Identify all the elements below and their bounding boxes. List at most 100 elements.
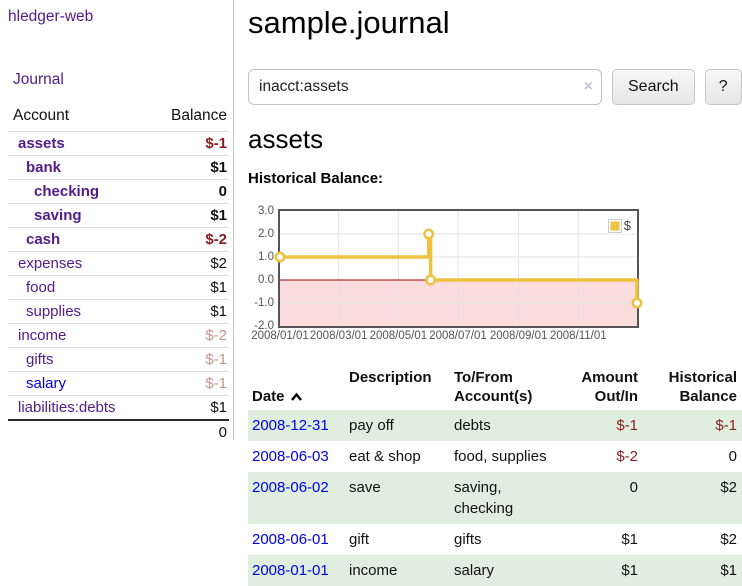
sidebar-divider (233, 0, 234, 440)
x-axis-tick-label: 2008/05/01 (369, 330, 428, 342)
register-date-cell: 2008-01-01 (248, 555, 345, 586)
account-name-cell: bank (8, 155, 152, 180)
sort-ascending-icon (290, 388, 303, 407)
page-title: sample.journal (248, 5, 450, 40)
transaction-balance: $2 (720, 479, 737, 496)
sidebar: hledger-web Journal Account Balance asse… (0, 0, 233, 444)
main-content: sample.journal × Search ? assets Histori… (248, 0, 742, 586)
account-balance: $-1 (151, 347, 229, 372)
sidebar-account-link[interactable]: bank (26, 159, 62, 176)
balance-chart-svg (274, 211, 643, 326)
clear-search-icon[interactable]: × (583, 78, 593, 95)
transaction-date-link[interactable]: 2008-06-03 (252, 448, 329, 465)
account-name-cell: assets (8, 131, 152, 156)
chart-x-labels: 2008/01/01 2008/03/01 2008/05/01 2008/07/01… (251, 330, 637, 346)
sidebar-account-link[interactable]: food (26, 279, 56, 296)
account-row: salary $-1 (8, 371, 229, 396)
account-name-cell: food (8, 275, 152, 300)
y-axis-tick-label: 3.0 (258, 205, 274, 217)
sidebar-account-link[interactable]: income (18, 327, 67, 344)
account-balance: $-2 (151, 227, 229, 252)
x-axis-tick-label: 2008/01/01 (251, 330, 309, 342)
register-date-cell: 2008-06-01 (248, 524, 345, 555)
y-axis-tick-label: 2.0 (258, 228, 274, 240)
x-axis-tick-label: 2008/09/01 (489, 330, 548, 342)
search-bar: × Search ? (248, 69, 742, 105)
sidebar-account-link[interactable]: liabilities:debts (18, 399, 116, 416)
transaction-date-link[interactable]: 2008-06-02 (252, 479, 329, 496)
sidebar-account-link[interactable]: supplies (26, 303, 82, 320)
accounts-total-value: 0 (151, 419, 229, 444)
register-row: 2008-12-31 pay off debts $-1 $-1 (248, 410, 742, 441)
search-button[interactable]: Search (612, 69, 695, 105)
sidebar-account-link[interactable]: assets (18, 135, 65, 152)
register-header-balance: Historical Balance (668, 369, 737, 405)
transaction-description: gift (349, 531, 370, 548)
sidebar-account-link[interactable]: cash (26, 231, 61, 248)
account-row: bank $1 (8, 155, 229, 180)
account-name-cell: income (8, 323, 152, 348)
account-name-cell: checking (8, 179, 152, 204)
accounts-table-body: assets $-1 bank $1 checking 0 saving $1 cash $-2 e… (8, 131, 229, 420)
register-header-date[interactable]: Date (248, 364, 345, 410)
y-axis-tick-label: -2.0 (254, 320, 274, 332)
account-row: liabilities:debts $1 (8, 395, 229, 420)
x-axis-tick-label: 2008/03/01 (309, 330, 368, 342)
account-name-cell: supplies (8, 299, 152, 324)
register-header-row: Date Description To/From Account(s) Amou… (248, 364, 742, 410)
account-balance: $-2 (151, 323, 229, 348)
account-row: saving $1 (8, 203, 229, 228)
sidebar-account-link[interactable]: expenses (18, 255, 83, 272)
transaction-accounts: debts (454, 417, 491, 434)
register-date-cell: 2008-06-03 (248, 441, 345, 472)
transaction-balance: $1 (720, 562, 737, 579)
sidebar-account-link[interactable]: checking (34, 183, 100, 200)
transaction-amount: $-2 (616, 448, 638, 465)
app-brand-link[interactable]: hledger-web (8, 8, 94, 25)
account-heading: assets (248, 124, 324, 154)
transaction-date-link[interactable]: 2008-01-01 (252, 562, 329, 579)
transaction-description: pay off (349, 417, 394, 434)
account-row: supplies $1 (8, 299, 229, 324)
account-row: expenses $2 (8, 251, 229, 276)
help-button[interactable]: ? (704, 69, 742, 105)
account-row: income $-2 (8, 323, 229, 348)
sidebar-item-journal[interactable]: Journal (13, 71, 64, 88)
sidebar-account-link[interactable]: gifts (26, 351, 54, 368)
account-row: assets $-1 (8, 131, 229, 156)
account-name-cell: expenses (8, 251, 152, 276)
account-name-cell: gifts (8, 347, 152, 372)
account-name-cell: liabilities:debts (8, 395, 152, 420)
account-name-cell: cash (8, 227, 152, 252)
transaction-balance: $2 (720, 531, 737, 548)
account-row: food $1 (8, 275, 229, 300)
accounts-total-row: 0 (8, 419, 229, 444)
chart-legend: $ (606, 217, 632, 234)
transaction-accounts: saving, checking (454, 479, 514, 517)
account-row: cash $-2 (8, 227, 229, 252)
accounts-table: Account Balance assets $-1 bank $1 checking 0… (8, 104, 229, 444)
chart-y-labels: 3.0 2.0 1.0 0.0 -1.0 -2.0 (248, 205, 274, 332)
chart-plot-area: $ (274, 209, 643, 328)
transaction-date-link[interactable]: 2008-06-01 (252, 531, 329, 548)
accounts-total-spacer (8, 419, 152, 444)
sidebar-account-link[interactable]: saving (34, 207, 82, 224)
account-name-cell: salary (8, 371, 152, 396)
register-header-amount: Amount Out/In (581, 369, 638, 405)
register-header-tofrom: To/From Account(s) (454, 369, 533, 405)
transaction-date-link[interactable]: 2008-12-31 (252, 417, 329, 434)
legend-label: $ (623, 218, 631, 233)
register-table-body: 2008-12-31 pay off debts $-1 $-1 2008-06-03 ea… (248, 410, 742, 586)
account-balance: $1 (151, 275, 229, 300)
transaction-balance: $-1 (715, 417, 737, 434)
register-date-cell: 2008-06-02 (248, 472, 345, 524)
accounts-header-account: Account (13, 107, 70, 124)
register-row: 2008-01-01 income salary $1 $1 (248, 555, 742, 586)
x-axis-tick-label: 2008/11/01 (549, 330, 607, 342)
y-axis-tick-label: 1.0 (258, 251, 274, 263)
register-date-cell: 2008-12-31 (248, 410, 345, 441)
sidebar-account-link[interactable]: salary (26, 375, 67, 392)
register-row: 2008-06-03 eat & shop food, supplies $-2 0 (248, 441, 742, 472)
search-input[interactable] (248, 69, 602, 105)
account-balance: $1 (151, 395, 229, 420)
